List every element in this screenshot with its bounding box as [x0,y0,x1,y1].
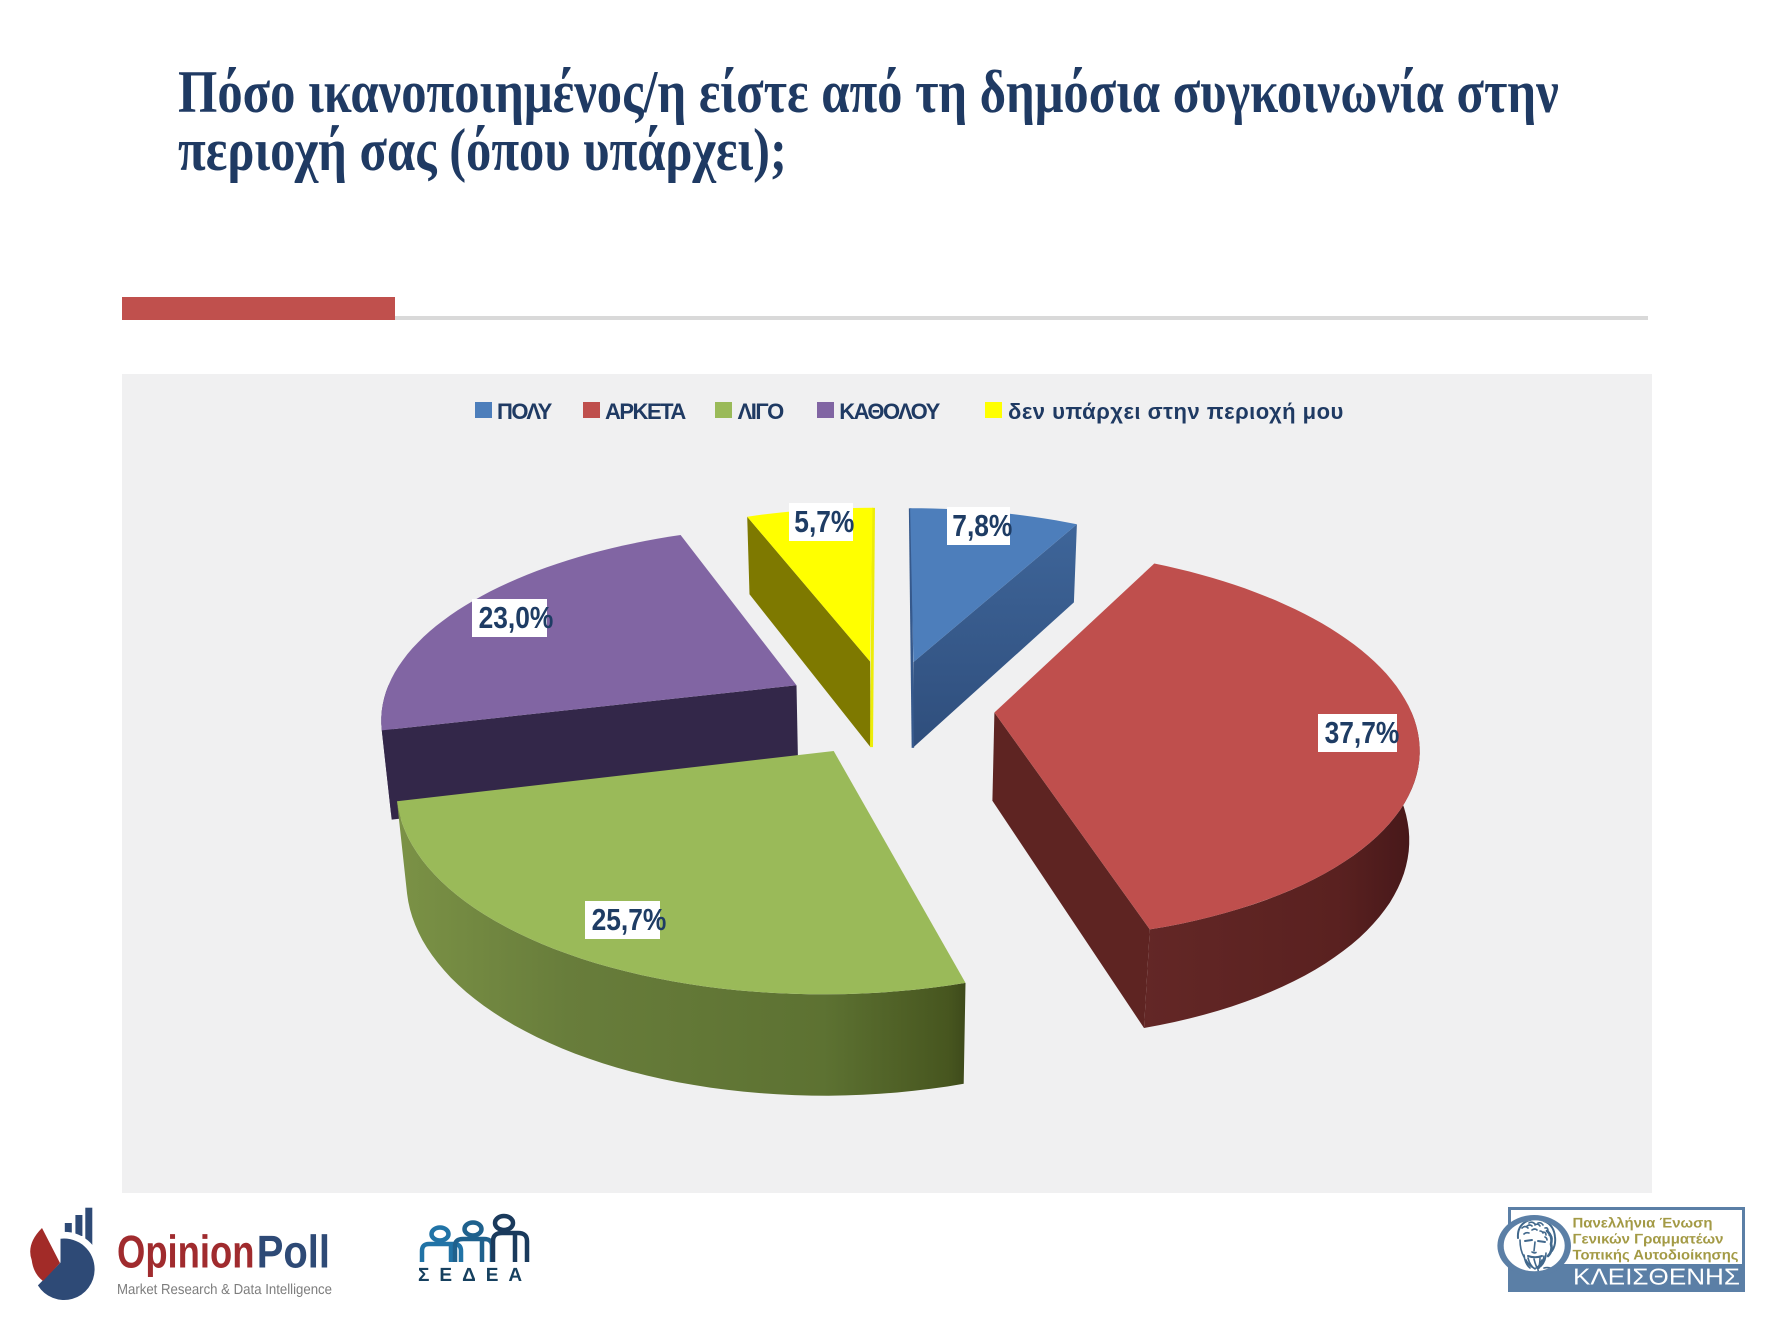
svg-text:Poll: Poll [257,1225,330,1277]
svg-text:ΚΛΕΙΣΘΕΝΗΣ: ΚΛΕΙΣΘΕΝΗΣ [1573,1264,1740,1290]
svg-text:ΣΕΔΕΑ: ΣΕΔΕΑ [418,1265,532,1286]
svg-text:Market Research & Data Intelli: Market Research & Data Intelligence [117,1282,332,1298]
svg-text:Πανελλήνια Ένωση: Πανελλήνια Ένωση [1573,1215,1713,1231]
svg-text:Γενικών Γραμματέων: Γενικών Γραμματέων [1573,1231,1724,1247]
svg-text:Τοπικής Αυτοδιοίκησης: Τοπικής Αυτοδιοίκησης [1573,1247,1739,1263]
svg-text:Opinion: Opinion [117,1225,255,1277]
